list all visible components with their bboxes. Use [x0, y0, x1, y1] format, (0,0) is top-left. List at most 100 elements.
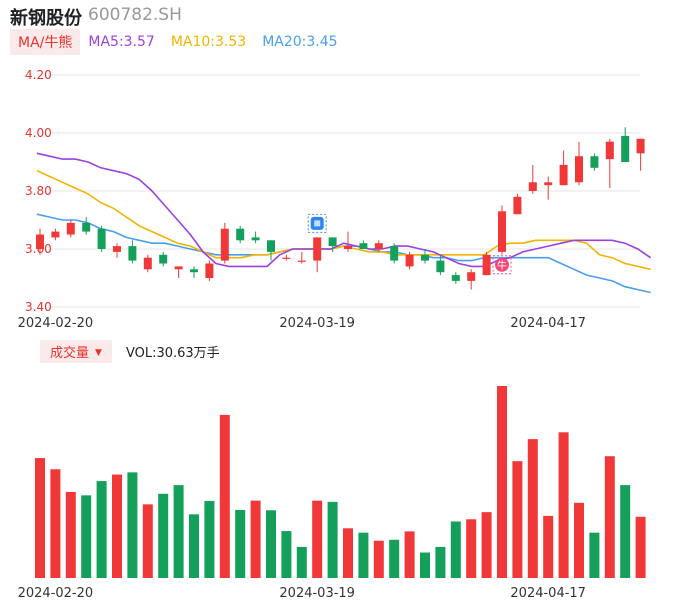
candle-body [97, 228, 106, 249]
volume-legend: 成交量 ▼ VOL:30.63万手 [40, 339, 220, 363]
volume-bar [604, 456, 615, 578]
candle-body [143, 257, 152, 270]
date-tick-label: 2024-02-20 [18, 316, 94, 331]
price-tick-label: 4.20 [25, 68, 52, 82]
candle-body [66, 222, 75, 235]
date-tick-label: 2024-02-20 [18, 586, 94, 601]
candle-body [390, 246, 399, 261]
candle-body [190, 269, 198, 273]
volume-bar [142, 504, 153, 578]
ma5-line [36, 152, 652, 268]
bull-signal-icon [495, 257, 509, 272]
volume-bar [327, 501, 338, 578]
candle-body [405, 254, 414, 267]
volume-bar [296, 546, 307, 578]
ma5-legend: MA5:3.57 [88, 34, 155, 50]
volume-bar [512, 461, 523, 578]
volume-bar [589, 532, 600, 578]
volume-bar [189, 514, 199, 578]
volume-bar [35, 458, 45, 578]
stock-name: 新钢股份 [10, 8, 82, 29]
candle-body [220, 228, 229, 261]
candle-body [282, 257, 291, 259]
candle-body [575, 156, 583, 183]
price-tick-label: 4.00 [25, 126, 52, 140]
volume-bar [96, 481, 107, 578]
ma10-line [36, 169, 651, 271]
volume-indicator-label: 成交量 [50, 345, 90, 361]
candle-body [621, 135, 630, 162]
volume-bar [235, 509, 246, 578]
volume-bar [50, 469, 61, 578]
volume-bar [620, 485, 631, 578]
volume-bar [574, 502, 584, 578]
volume-bar [158, 493, 169, 578]
candle-body [451, 275, 460, 281]
volume-value: VOL:30.63万手 [125, 345, 220, 361]
volume-bar [450, 521, 461, 578]
date-tick-label: 2024-03-19 [279, 316, 355, 331]
volume-bar [481, 512, 492, 578]
candle-body [313, 237, 322, 261]
stock-code: 600782.SH [88, 5, 182, 25]
candle-body [359, 243, 368, 249]
volume-bar [527, 439, 538, 578]
volume-bar [389, 539, 400, 578]
ma20-legend: MA20:3.45 [262, 34, 338, 50]
volume-bar [343, 528, 353, 578]
ma-indicator-selector[interactable]: MA/牛熊 [10, 29, 81, 55]
ma10-legend: MA10:3.53 [170, 34, 247, 50]
volume-indicator-selector[interactable]: 成交量 ▼ [40, 339, 112, 363]
candle-body [267, 240, 275, 252]
volume-bar [466, 519, 477, 578]
date-tick-label: 2024-04-17 [510, 316, 586, 331]
volume-bar [204, 500, 215, 578]
volume-bar [250, 500, 261, 578]
candle-body [482, 254, 491, 276]
blue-signal-frame [307, 213, 327, 233]
volume-bar [497, 386, 507, 578]
volume-bar [312, 500, 323, 578]
volume-bar [420, 552, 430, 578]
candle-body [82, 222, 91, 232]
candle-body [128, 246, 137, 261]
volume-bar [266, 510, 276, 578]
volume-bar [543, 515, 554, 578]
date-tick-label: 2024-03-19 [279, 586, 355, 601]
candle-body [498, 211, 506, 252]
candle-body [159, 254, 168, 264]
volume-bar [404, 531, 415, 578]
blue-signal-glyph [314, 220, 321, 227]
candle-body [559, 164, 568, 186]
candle-body [205, 263, 214, 278]
volume-bar [558, 432, 569, 578]
candle-body [113, 246, 121, 252]
volume-bar [112, 474, 122, 578]
volume-bar [127, 472, 138, 578]
candle-body [297, 260, 306, 262]
price-tick-label: 3.40 [25, 300, 52, 314]
candle-body [590, 156, 599, 168]
candle-body [513, 196, 522, 215]
candle-body [344, 246, 352, 249]
volume-bar [435, 546, 446, 578]
candle-body [605, 141, 614, 160]
volume-bar [65, 491, 76, 578]
volume-bar [281, 531, 292, 578]
candle-body [328, 237, 337, 247]
candle-body [236, 228, 245, 241]
candle-body [528, 182, 537, 191]
candle-body [36, 234, 44, 249]
price-tick-label: 3.80 [25, 184, 52, 198]
volume-bar [358, 532, 369, 578]
candle-body [51, 231, 60, 238]
candle-body [436, 260, 445, 273]
candle-body [467, 272, 476, 281]
candle-body [421, 254, 429, 261]
volume-bar [373, 540, 384, 578]
date-tick-label: 2024-04-17 [510, 586, 586, 601]
bull-signal-frame [492, 255, 512, 275]
candle-body [636, 138, 645, 154]
candle-body [174, 266, 183, 270]
